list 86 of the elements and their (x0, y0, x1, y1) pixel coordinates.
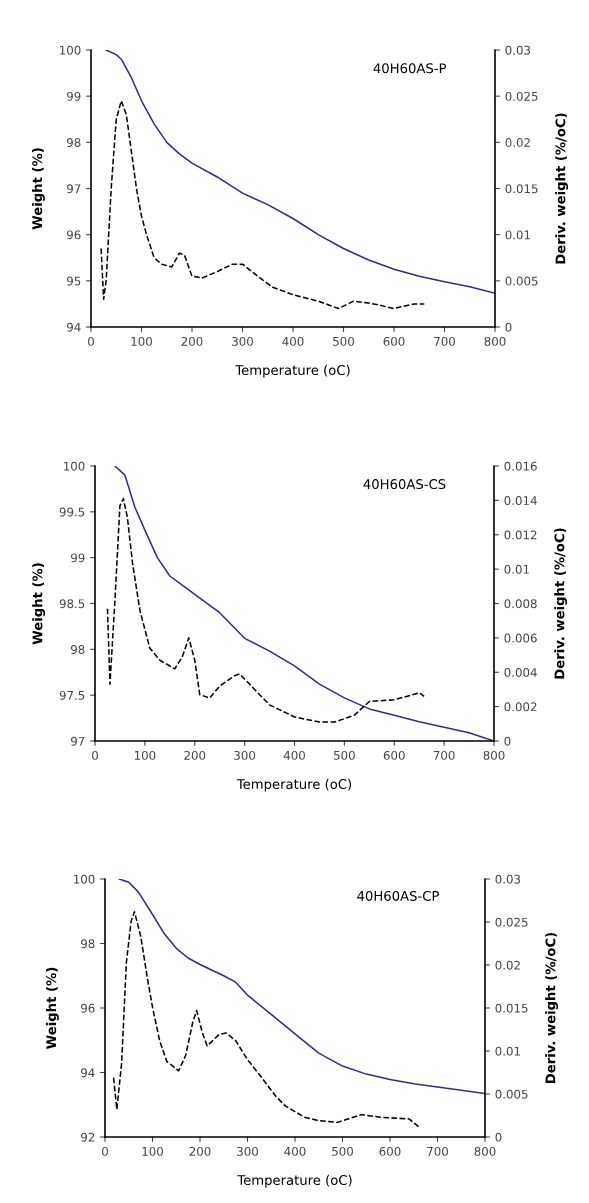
y2-tick-label: 0.005 (505, 276, 538, 286)
y2-tick-label: 0.015 (495, 1003, 528, 1013)
y2-tick-label: 0.02 (495, 960, 520, 970)
y-tick-label: 98 (71, 645, 85, 654)
y2-tick-label: 0.01 (505, 230, 530, 240)
y-tick-label: 100 (60, 45, 81, 55)
x-tick-label: 300 (234, 750, 256, 760)
x-tick-label: 700 (427, 1146, 448, 1156)
y2-tick-label: 0.016 (504, 461, 537, 471)
y2-tick-label: 0 (495, 1132, 502, 1142)
x-tick-label: 800 (474, 1146, 496, 1156)
y-tick-label: 94 (67, 322, 81, 332)
line-series (106, 497, 425, 723)
annotation: 40H60AS-CS (363, 479, 446, 490)
y-tick-label: 96 (67, 230, 81, 240)
y2-tick-label: 0.03 (495, 874, 521, 884)
y2-tick-label: 0 (504, 736, 511, 746)
y-axis-title: Weight (%) (45, 967, 59, 1049)
y-tick-label: 97 (67, 184, 81, 194)
x-tick-label: 700 (434, 336, 455, 346)
x-tick-label: 500 (334, 750, 355, 760)
y-tick-label: 99 (71, 553, 85, 563)
y2-tick-label: 0.002 (504, 702, 537, 712)
x-tick-label: 500 (332, 1146, 353, 1156)
y-axis-title: Weight (%) (32, 563, 46, 645)
y-tick-label: 98.5 (59, 599, 85, 609)
y2-tick-label: 0.03 (505, 45, 531, 55)
y2-tick-label: 0.012 (504, 530, 537, 540)
line-series (118, 879, 485, 1095)
y2-tick-label: 0.005 (495, 1089, 528, 1099)
y2-tick-label: 0.025 (505, 91, 538, 101)
x-tick-label: 600 (379, 1146, 401, 1156)
y-tick-label: 95 (67, 276, 81, 286)
x-axis-title: Temperature (oC) (237, 1174, 352, 1188)
x-tick-label: 200 (184, 750, 206, 760)
annotation: 40H60AS-P (373, 63, 447, 74)
y-tick-label: 98 (81, 939, 95, 949)
y2-axis-title: Deriv. weight (%/oC) (554, 528, 568, 679)
line-series (100, 100, 426, 310)
y2-tick-label: 0.01 (495, 1046, 520, 1056)
y-tick-label: 94 (81, 1068, 95, 1078)
y2-tick-label: 0.01 (504, 564, 529, 574)
y-tick-label: 99.5 (59, 507, 85, 517)
x-tick-label: 300 (232, 336, 253, 346)
x-tick-label: 100 (134, 750, 156, 760)
x-tick-label: 600 (383, 336, 405, 346)
y2-axis-title: Deriv. weight (%/oC) (545, 932, 559, 1083)
y-tick-label: 99 (67, 91, 81, 101)
y-tick-label: 97 (71, 736, 85, 746)
x-tick-label: 200 (181, 336, 203, 346)
y2-tick-label: 0.015 (505, 184, 538, 194)
x-tick-label: 200 (189, 1146, 211, 1156)
y2-tick-label: 0 (505, 322, 512, 332)
y2-axis-title: Deriv. weight (%/oC) (555, 113, 569, 264)
y-axis-title: Weight (%) (31, 148, 45, 230)
x-tick-label: 0 (102, 1146, 108, 1156)
y-tick-label: 97.5 (59, 690, 85, 700)
x-tick-label: 0 (92, 750, 98, 760)
y2-tick-label: 0.02 (505, 138, 530, 147)
x-tick-label: 700 (433, 750, 455, 760)
x-tick-label: 0 (88, 336, 94, 346)
x-tick-label: 400 (282, 336, 304, 346)
y2-tick-label: 0.006 (504, 633, 537, 643)
x-tick-label: 500 (333, 336, 354, 346)
y2-tick-label: 0.025 (495, 917, 528, 927)
annotation: 40H60AS-CP (357, 890, 439, 901)
y-tick-label: 92 (81, 1132, 95, 1142)
y-tick-label: 100 (74, 874, 95, 884)
y2-tick-label: 0.004 (504, 667, 537, 677)
y-tick-label: 98 (67, 138, 81, 147)
x-axis-title: Temperature (oC) (235, 364, 350, 378)
y-tick-label: 96 (81, 1003, 95, 1013)
x-tick-label: 800 (484, 336, 506, 346)
y2-tick-label: 0.008 (504, 599, 537, 609)
x-axis-title: Temperature (oC) (236, 778, 352, 792)
x-tick-label: 100 (142, 1146, 163, 1156)
x-tick-label: 100 (131, 336, 152, 346)
line-series (112, 910, 420, 1128)
line-series (105, 50, 495, 295)
y2-tick-label: 0.014 (504, 496, 537, 506)
x-tick-label: 400 (283, 750, 305, 760)
x-tick-label: 600 (383, 750, 405, 760)
x-tick-label: 300 (237, 1146, 258, 1156)
y-tick-label: 100 (64, 461, 85, 471)
x-tick-label: 800 (483, 750, 505, 760)
x-tick-label: 400 (284, 1146, 306, 1156)
